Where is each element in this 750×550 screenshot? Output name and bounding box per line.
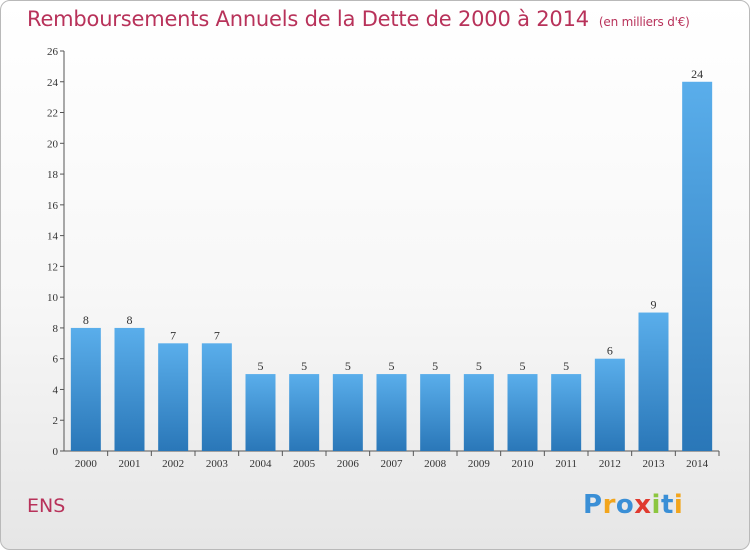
y-tick-label: 2 xyxy=(53,415,59,427)
bar-value-label: 24 xyxy=(691,67,703,81)
title-text: Remboursements Annuels de la Dette de 20… xyxy=(27,7,589,31)
bar xyxy=(114,327,145,451)
y-tick-label: 8 xyxy=(53,323,59,335)
bar-value-label: 5 xyxy=(563,359,569,373)
x-tick-label: 2003 xyxy=(206,458,229,470)
bar-value-label: 7 xyxy=(214,328,220,342)
y-tick-label: 20 xyxy=(47,138,59,150)
bar xyxy=(507,374,538,451)
x-tick-label: 2012 xyxy=(599,458,621,470)
bar-value-label: 6 xyxy=(607,344,613,358)
x-tick-label: 2013 xyxy=(643,458,666,470)
logo-letter: r xyxy=(602,490,616,520)
bar-value-label: 5 xyxy=(389,359,395,373)
logo-letter: o xyxy=(615,490,635,520)
logo-letter: P xyxy=(583,490,603,520)
bar xyxy=(332,374,363,451)
x-tick-label: 2011 xyxy=(555,458,577,470)
x-tick-label: 2009 xyxy=(468,458,491,470)
bar-value-label: 5 xyxy=(258,359,264,373)
bar xyxy=(463,374,494,451)
bar-value-label: 7 xyxy=(170,328,176,342)
bar xyxy=(245,374,276,451)
y-tick-label: 10 xyxy=(47,292,59,304)
x-tick-label: 2004 xyxy=(250,458,273,470)
bar-value-label: 5 xyxy=(476,359,482,373)
bars: 8 8 7 7 5 5 5 5 5 5 5 5 6 9 24 xyxy=(70,67,713,452)
bar xyxy=(376,374,407,451)
x-tick-label: 2001 xyxy=(119,458,141,470)
y-tick-label: 0 xyxy=(53,446,59,458)
y-tick-label: 6 xyxy=(53,354,59,366)
bar-value-label: 5 xyxy=(520,359,526,373)
x-tick-label: 2002 xyxy=(162,458,184,470)
bar xyxy=(158,343,189,451)
bar xyxy=(638,312,669,451)
proxiti-logo: Proxiti xyxy=(583,490,683,520)
logo-letter: i xyxy=(651,490,661,520)
y-tick-label: 22 xyxy=(47,108,58,120)
y-tick-label: 24 xyxy=(47,77,59,89)
bar xyxy=(682,81,713,452)
chart-subtitle: (en milliers d'€) xyxy=(598,15,690,29)
chart-title: Remboursements Annuels de la Dette de 20… xyxy=(27,7,690,31)
bar-value-label: 8 xyxy=(127,313,133,327)
x-tick-label: 2005 xyxy=(293,458,316,470)
y-tick-label: 16 xyxy=(47,200,59,212)
y-tick-label: 18 xyxy=(47,169,59,181)
y-tick-label: 12 xyxy=(47,261,58,273)
x-tick-label: 2008 xyxy=(424,458,447,470)
x-tick-label: 2006 xyxy=(337,458,360,470)
logo-letter: x xyxy=(634,490,652,520)
y-tick-label: 14 xyxy=(47,231,59,243)
bar xyxy=(201,343,232,451)
logo-letter: t xyxy=(660,490,674,520)
y-tick-label: 4 xyxy=(53,384,59,396)
bar xyxy=(420,374,451,451)
bar-value-label: 8 xyxy=(83,313,89,327)
bar xyxy=(70,327,101,451)
bar-value-label: 9 xyxy=(651,298,657,312)
commune-name: ENS xyxy=(27,495,66,517)
y-tick-label: 26 xyxy=(47,46,59,58)
logo-letter: i xyxy=(673,490,684,520)
bar xyxy=(551,374,582,451)
bar xyxy=(594,358,625,451)
bar-value-label: 5 xyxy=(432,359,438,373)
x-tick-label: 2007 xyxy=(381,458,404,470)
bar-value-label: 5 xyxy=(301,359,307,373)
x-tick-label: 2010 xyxy=(512,458,535,470)
bar xyxy=(289,374,320,451)
bar-value-label: 5 xyxy=(345,359,351,373)
x-tick-label: 2000 xyxy=(75,458,98,470)
x-tick-label: 2014 xyxy=(686,458,709,470)
